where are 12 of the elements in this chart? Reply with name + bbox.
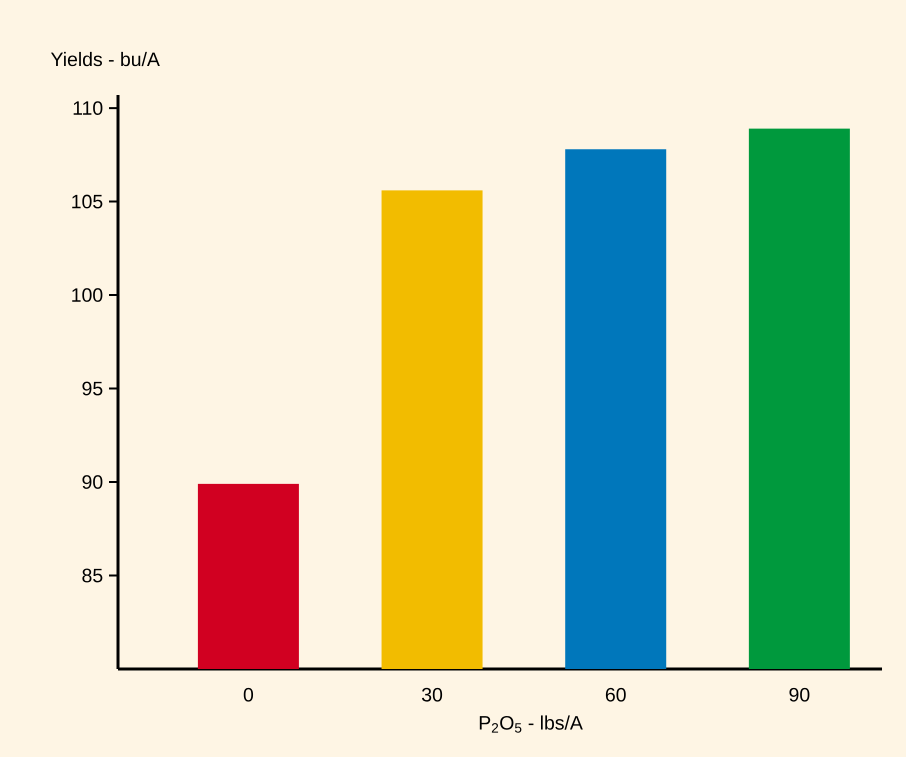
y-tick-label: 90 (82, 475, 102, 489)
x-tick-label: 30 (422, 688, 442, 702)
y-tick-label: 110 (74, 101, 102, 115)
y-tick-label: 85 (82, 568, 102, 582)
y-tick-label: 95 (82, 382, 102, 396)
x-tick-label: 90 (789, 688, 810, 702)
y-tick-label: 105 (72, 194, 102, 208)
x-tick-label: 0 (244, 688, 254, 702)
x-tick-label: 60 (606, 688, 626, 702)
x-axis-title: P$_{2}$O$_{5}$ - lbs/A (480, 715, 583, 733)
y-axis-title: Yields - bu/A (50, 52, 160, 66)
y-tick-label: 100 (72, 288, 102, 302)
